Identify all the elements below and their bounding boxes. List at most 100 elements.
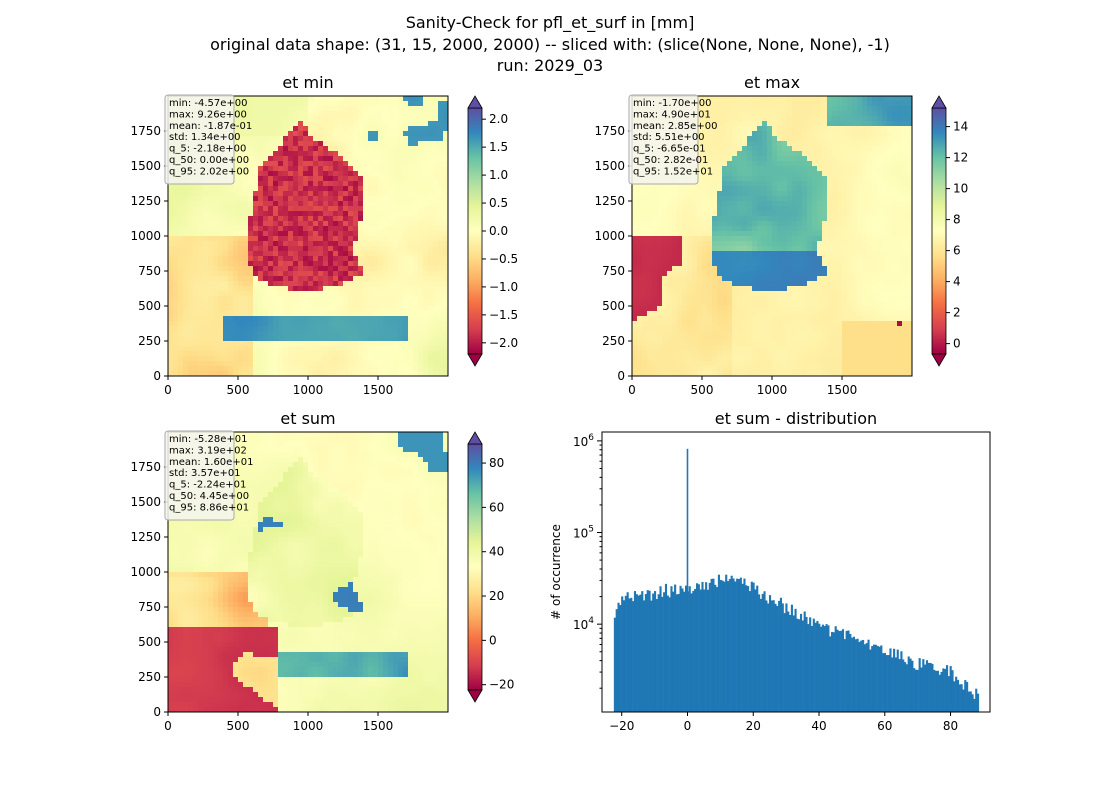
heatmap-cell [273,161,279,167]
heatmap-cell [443,261,449,267]
heatmap-cell [368,216,374,222]
heatmap-cell [243,321,249,327]
heatmap-cell [388,346,394,352]
heatmap-cell [353,296,359,302]
heatmap-cell [348,111,354,117]
heatmap-cell [677,231,683,237]
heatmap-cell [712,126,718,132]
heatmap-cell [398,371,404,377]
heatmap-cell [832,121,838,127]
heatmap-cell [847,216,853,222]
heatmap-cell [772,201,778,207]
heatmap-cell [378,241,384,247]
heatmap-cell [288,111,294,117]
heatmap-cell [847,201,853,207]
heatmap-cell [283,201,289,207]
heatmap-cell [772,206,778,212]
heatmap-cell [203,306,209,312]
heatmap-cell [228,266,234,272]
heatmap-cell [413,256,419,262]
heatmap-cell [632,246,638,252]
heatmap-cell [368,176,374,182]
heatmap-cell [398,231,404,237]
heatmap-cell [373,116,379,122]
heatmap-cell [772,196,778,202]
heatmap-cell [228,316,234,322]
heatmap-cell [303,336,309,342]
heatmap-cell [403,251,409,257]
heatmap-cell [443,106,449,112]
heatmap-cell [298,176,304,182]
heatmap-cell [238,331,244,337]
heatmap-cell [338,261,344,267]
heatmap-cell [368,286,374,292]
heatmap-cell [168,271,174,277]
heatmap-cell [203,216,209,222]
heatmap-cell [433,206,439,212]
heatmap-cell [188,251,194,257]
heatmap-cell [368,171,374,177]
heatmap-cell [298,371,304,377]
heatmap-cell [702,221,708,227]
heatmap-cell [787,241,793,247]
heatmap-cell [717,156,723,162]
heatmap-cell [363,211,369,217]
heatmap-cell [443,336,449,342]
heatmap-cell [303,241,309,247]
heatmap-cell [707,221,713,227]
heatmap-cell [258,286,264,292]
heatmap-cell [278,261,284,267]
heatmap-cell [852,101,858,107]
heatmap-cell [852,186,858,192]
heatmap-cell [802,196,808,202]
heatmap-cell [722,131,728,137]
heatmap-cell [817,191,823,197]
heatmap-cell [358,341,364,347]
heatmap-cell [797,236,803,242]
heatmap-cell [787,201,793,207]
heatmap-cell [423,346,429,352]
heatmap-cell [722,211,728,217]
heatmap-cell [802,246,808,252]
heatmap-cell [862,226,868,232]
heatmap-cell [298,181,304,187]
heatmap-cell [747,96,753,102]
heatmap-cell [722,226,728,232]
heatmap-cell [253,216,259,222]
heatmap-cell [862,181,868,187]
heatmap-cell [797,101,803,107]
heatmap-cell [837,176,843,182]
heatmap-cell [353,111,359,117]
heatmap-cell [263,116,269,122]
heatmap-cell [268,151,274,157]
heatmap-cell [223,196,229,202]
heatmap-cell [852,251,858,257]
heatmap-cell [907,151,913,157]
heatmap-cell [353,231,359,237]
heatmap-cell [423,226,429,232]
heatmap-cell [243,101,249,107]
heatmap-cell [827,131,833,137]
heatmap-cell [273,341,279,347]
heatmap-cell [742,231,748,237]
heatmap-cell [787,156,793,162]
heatmap-cell [393,236,399,242]
heatmap-cell [722,231,728,237]
heatmap-cell [897,201,903,207]
heatmap-cell [647,206,653,212]
heatmap-cell [303,321,309,327]
heatmap-cell [233,291,239,297]
heatmap-cell [208,336,214,342]
heatmap-cell [872,216,878,222]
heatmap-cell [857,206,863,212]
heatmap-cell [428,146,434,152]
figure-title: Sanity-Check for pfl_et_surf in [mm] [405,13,695,32]
heatmap-cell [258,321,264,327]
heatmap-cell [318,271,324,277]
heatmap-cell [897,126,903,132]
heatmap-cell [428,361,434,367]
heatmap-cell [173,231,179,237]
heatmap-cell [712,231,718,237]
heatmap-cell [193,246,199,252]
heatmap-cell [782,136,788,142]
